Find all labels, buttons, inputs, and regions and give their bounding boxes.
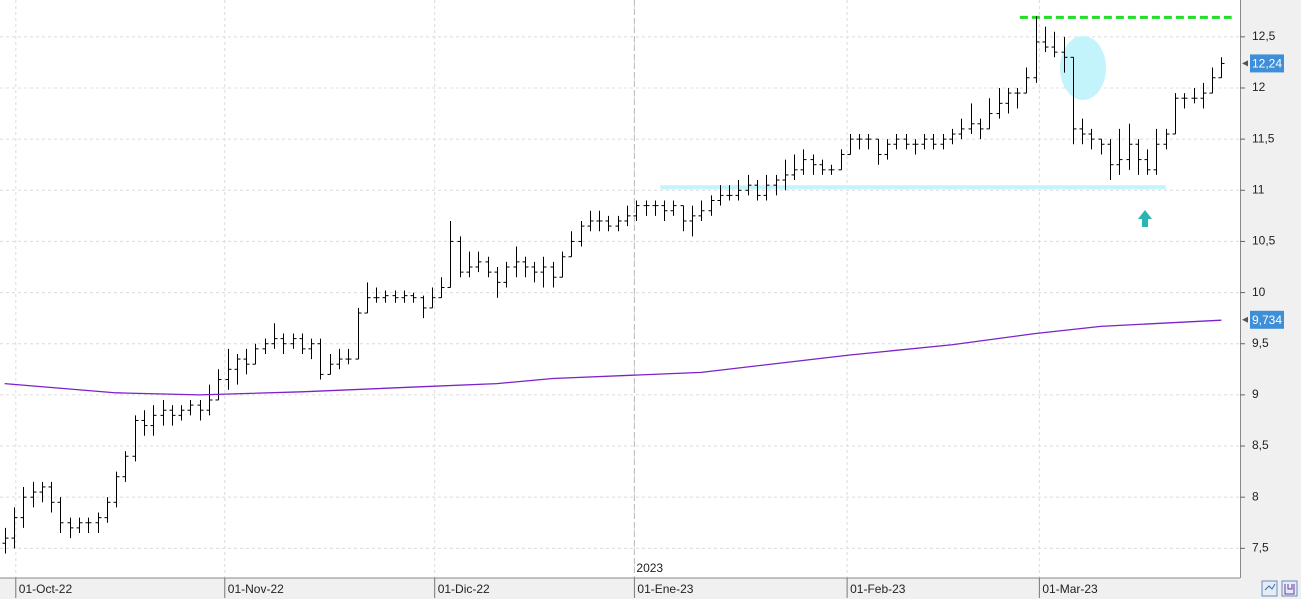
y-tick-label: 8 bbox=[1252, 489, 1259, 503]
x-tick-label: 01-Nov-22 bbox=[228, 582, 284, 596]
y-tick-label: 9,5 bbox=[1252, 336, 1269, 350]
x-tick-label: 01-Dic-22 bbox=[438, 582, 490, 596]
x-axis-bar bbox=[0, 578, 1301, 599]
y-tick-label: 10 bbox=[1252, 285, 1266, 299]
price-pointer bbox=[1242, 316, 1248, 323]
y-tick-label: 10,5 bbox=[1252, 234, 1276, 248]
zoom-button[interactable] bbox=[1261, 580, 1278, 597]
y-tick-label: 11 bbox=[1252, 182, 1265, 196]
price-label: 9,734 bbox=[1252, 313, 1282, 327]
y-tick-label: 11,5 bbox=[1252, 131, 1275, 145]
axes: 7,5 8 8,5 9 9,5 10 10,5 11 11,5 12 12,5 01-Oct-22 01… bbox=[15, 29, 1284, 598]
price-pointer bbox=[1242, 60, 1248, 67]
arrow-up bbox=[1138, 210, 1152, 227]
price-label-box bbox=[1250, 54, 1284, 73]
plot bbox=[2, 15, 1232, 554]
price-label: 12,24 bbox=[1252, 57, 1282, 71]
highlight-ellipse bbox=[1060, 36, 1106, 100]
zoom-icon bbox=[1264, 583, 1276, 591]
moving-average bbox=[4, 319, 1222, 396]
x-tick-label: 01-Ene-23 bbox=[637, 582, 693, 596]
y-tick-label: 8,5 bbox=[1252, 438, 1269, 452]
y-tick-label: 12 bbox=[1252, 80, 1266, 94]
x-tick-label: 01-Oct-22 bbox=[19, 582, 73, 596]
year-label: 2023 bbox=[636, 561, 663, 575]
price-label-box bbox=[1250, 310, 1284, 329]
grid bbox=[0, 0, 1240, 578]
y-axis-bar bbox=[1241, 0, 1301, 578]
y-tick-label: 9 bbox=[1252, 387, 1259, 401]
y-tick-label: 7,5 bbox=[1252, 541, 1269, 555]
save-icon bbox=[1284, 584, 1295, 595]
x-tick-label: 01-Feb-23 bbox=[850, 582, 906, 596]
x-tick-label: 01-Mar-23 bbox=[1042, 582, 1098, 596]
y-tick-label: 12,5 bbox=[1252, 29, 1276, 43]
